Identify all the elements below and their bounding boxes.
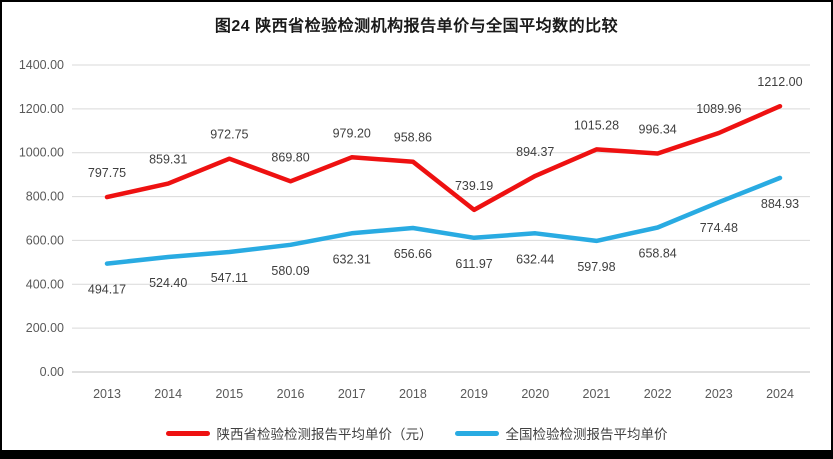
y-tick-label: 1400.00 xyxy=(19,58,64,72)
y-tick-label: 1200.00 xyxy=(19,102,64,116)
data-label: 580.09 xyxy=(271,264,309,278)
data-label: 1015.28 xyxy=(574,118,619,132)
data-label: 658.84 xyxy=(639,247,677,261)
data-label: 524.40 xyxy=(149,276,187,290)
data-label: 797.75 xyxy=(88,166,126,180)
legend-label-national: 全国检验检测报告平均单价 xyxy=(505,427,668,442)
x-tick-label: 2024 xyxy=(766,387,794,401)
legend-item-national: 全国检验检测报告平均单价 xyxy=(454,423,668,443)
data-label: 632.31 xyxy=(333,252,371,266)
data-label: 972.75 xyxy=(210,128,248,142)
x-tick-label: 2017 xyxy=(338,387,366,401)
data-label: 894.37 xyxy=(516,145,554,159)
data-label: 859.31 xyxy=(149,153,187,167)
y-tick-label: 0.00 xyxy=(40,365,64,379)
data-label: 739.19 xyxy=(455,179,493,193)
y-tick-label: 600.00 xyxy=(26,233,64,247)
national-series-line xyxy=(104,175,783,266)
x-tick-label: 2016 xyxy=(277,387,305,401)
x-tick-label: 2022 xyxy=(644,387,672,401)
x-tick-label: 2023 xyxy=(705,387,733,401)
legend-label-shaanxi: 陕西省检验检测报告平均单价（元） xyxy=(216,427,433,442)
y-tick-label: 400.00 xyxy=(26,277,64,291)
shaanxi-series-swatch xyxy=(165,430,210,436)
y-tick-label: 200.00 xyxy=(26,321,64,335)
data-label: 494.17 xyxy=(88,283,126,297)
data-label: 996.34 xyxy=(639,123,677,137)
data-label: 597.98 xyxy=(577,260,615,274)
x-tick-label: 2018 xyxy=(399,387,427,401)
shaanxi-series-line xyxy=(104,103,783,213)
national-series-swatch xyxy=(454,430,499,436)
x-tick-label: 2015 xyxy=(215,387,243,401)
data-label: 656.66 xyxy=(394,247,432,261)
y-tick-label: 1000.00 xyxy=(19,146,64,160)
chart-legend: 陕西省检验检测报告平均单价（元） 全国检验检测报告平均单价 xyxy=(2,423,831,443)
data-label: 958.86 xyxy=(394,131,432,145)
y-tick-label: 800.00 xyxy=(26,190,64,204)
data-label: 774.48 xyxy=(700,221,738,235)
x-tick-label: 2021 xyxy=(583,387,611,401)
legend-item-shaanxi: 陕西省检验检测报告平均单价（元） xyxy=(165,423,433,443)
data-label: 979.20 xyxy=(333,126,371,140)
x-tick-label: 2019 xyxy=(460,387,488,401)
x-tick-label: 2013 xyxy=(93,387,121,401)
data-label: 869.80 xyxy=(271,150,309,164)
x-tick-label: 2020 xyxy=(521,387,549,401)
data-label: 632.44 xyxy=(516,252,554,266)
data-label: 1212.00 xyxy=(757,75,802,89)
data-label: 1089.96 xyxy=(696,102,741,116)
x-tick-label: 2014 xyxy=(154,387,182,401)
chart-title: 图24 陕西省检验检测机构报告单价与全国平均数的比较 xyxy=(214,18,619,35)
line-chart: 0.00 200.00 400.00 600.00 800.00 1000.00 1200.… xyxy=(19,58,810,401)
data-label: 611.97 xyxy=(455,257,492,271)
data-label: 884.93 xyxy=(761,197,799,211)
data-label: 547.11 xyxy=(211,271,248,285)
